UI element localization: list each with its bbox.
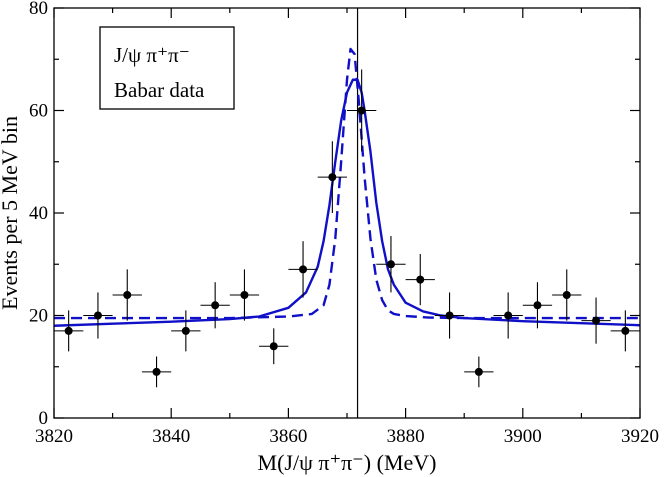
fit-curves [53,47,641,327]
x-tick-label: 3880 [387,426,425,447]
data-point [112,269,142,321]
data-marker [533,301,542,310]
legend-box: J/ψ π⁺π⁻ Babar data [99,26,235,110]
data-point [317,141,347,213]
data-marker [181,326,190,335]
data-points [54,69,640,388]
data-marker [123,291,132,299]
y-tick-label: 80 [29,0,48,19]
data-marker [504,311,513,320]
data-point [405,254,435,306]
data-point [347,69,377,152]
x-tick-label: 3920 [621,426,659,447]
data-point [141,356,172,388]
data-marker [328,173,337,182]
data-marker [357,106,366,115]
data-point [493,292,523,339]
y-tick-label: 0 [39,408,49,429]
data-point [376,236,406,293]
data-marker [93,311,102,320]
data-marker [299,265,308,274]
data-marker [474,367,483,376]
data-marker [269,342,278,351]
data-point [54,310,84,352]
data-point [610,310,640,352]
data-point [288,241,318,298]
data-marker [64,326,73,335]
y-tick-label: 20 [29,306,48,327]
data-point [171,310,201,352]
y-tick-label: 60 [29,101,48,122]
data-point [522,282,553,329]
data-marker [592,316,601,325]
legend-line-1: J/ψ π⁺π⁻ [114,43,190,67]
fit-curve-solid [53,78,641,327]
y-axis-title: Events per 5 MeV bin [0,116,22,310]
data-marker [240,291,249,299]
data-marker [445,311,454,320]
data-marker [621,326,630,335]
fit-curve-dashed [54,47,640,320]
data-point [552,269,582,321]
data-point [83,292,113,339]
data-marker [152,367,161,376]
x-tick-label: 3860 [269,426,307,447]
data-marker [562,291,571,299]
x-axis-title: M(J/ψ π⁺π⁻) (MeV) [258,450,437,475]
data-point [434,292,465,339]
data-marker [211,301,220,310]
x-tick-label: 3900 [504,426,542,447]
data-point [581,297,611,344]
data-point [464,356,494,388]
data-point [229,269,260,321]
legend-line-2: Babar data [114,78,205,102]
data-marker [416,275,425,284]
data-point [200,282,230,329]
x-tick-label: 3820 [35,426,73,447]
axes: 3820 3840 3860 3880 3900 3920 0 20 40 60 80 [29,0,659,447]
y-tick-label: 40 [29,203,48,224]
x-tick-label: 3840 [152,426,190,447]
data-marker [386,260,395,269]
data-point [259,328,289,365]
